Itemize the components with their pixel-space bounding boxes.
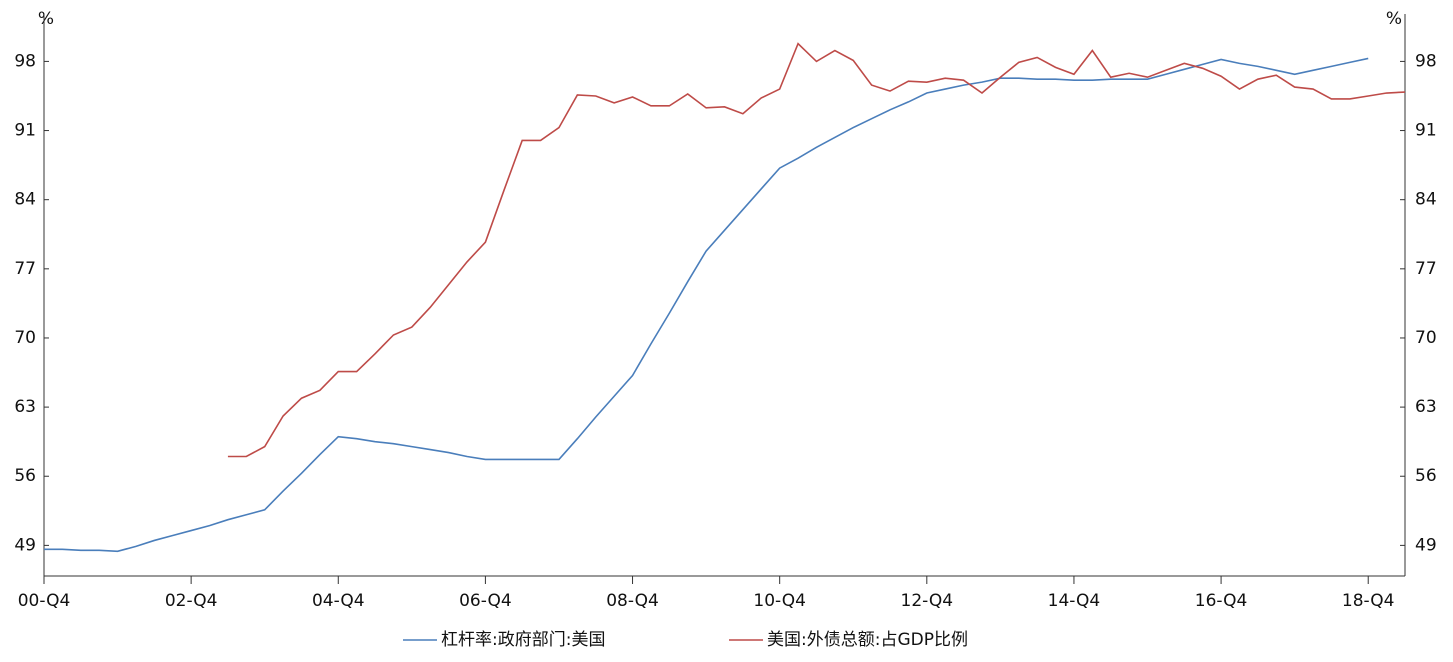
x-tick-label: 16-Q4: [1195, 591, 1248, 611]
y-tick-label: 63: [14, 397, 36, 417]
y-tick-label: 49: [14, 535, 36, 555]
y-axis-label: %: [38, 9, 54, 29]
y2-tick-label: 63: [1415, 397, 1437, 417]
y-tick-label: 91: [14, 121, 36, 141]
x-tick-label: 18-Q4: [1342, 591, 1395, 611]
y2-tick-label: 84: [1415, 190, 1437, 210]
series-line: [227, 42, 1406, 458]
y-tick-label: 77: [14, 259, 36, 279]
x-tick-label: 12-Q4: [901, 591, 954, 611]
y2-tick-label: 49: [1415, 535, 1437, 555]
y2-axis-label: %: [1386, 9, 1402, 29]
y-tick-label: 98: [14, 51, 36, 71]
x-tick-label: 14-Q4: [1048, 591, 1101, 611]
y2-tick-label: 77: [1415, 259, 1437, 279]
legend-label: 美国:外债总额:占GDP比例: [767, 630, 968, 650]
y2-tick-label: 91: [1415, 121, 1437, 141]
y2-tick-label: 70: [1415, 328, 1437, 348]
legend-label: 杠杆率:政府部门:美国: [441, 630, 605, 650]
y-tick-label: 84: [14, 190, 36, 210]
y2-tick-label: 98: [1415, 51, 1437, 71]
y2-tick-label: 56: [1415, 466, 1437, 486]
y-tick-label: 70: [14, 328, 36, 348]
x-tick-label: 02-Q4: [165, 591, 218, 611]
y-tick-label: 56: [14, 466, 36, 486]
x-tick-label: 10-Q4: [753, 591, 806, 611]
x-tick-label: 00-Q4: [18, 591, 71, 611]
x-tick-label: 08-Q4: [606, 591, 659, 611]
x-tick-label: 06-Q4: [459, 591, 512, 611]
x-tick-label: 04-Q4: [312, 591, 365, 611]
series-line: [44, 57, 1369, 553]
